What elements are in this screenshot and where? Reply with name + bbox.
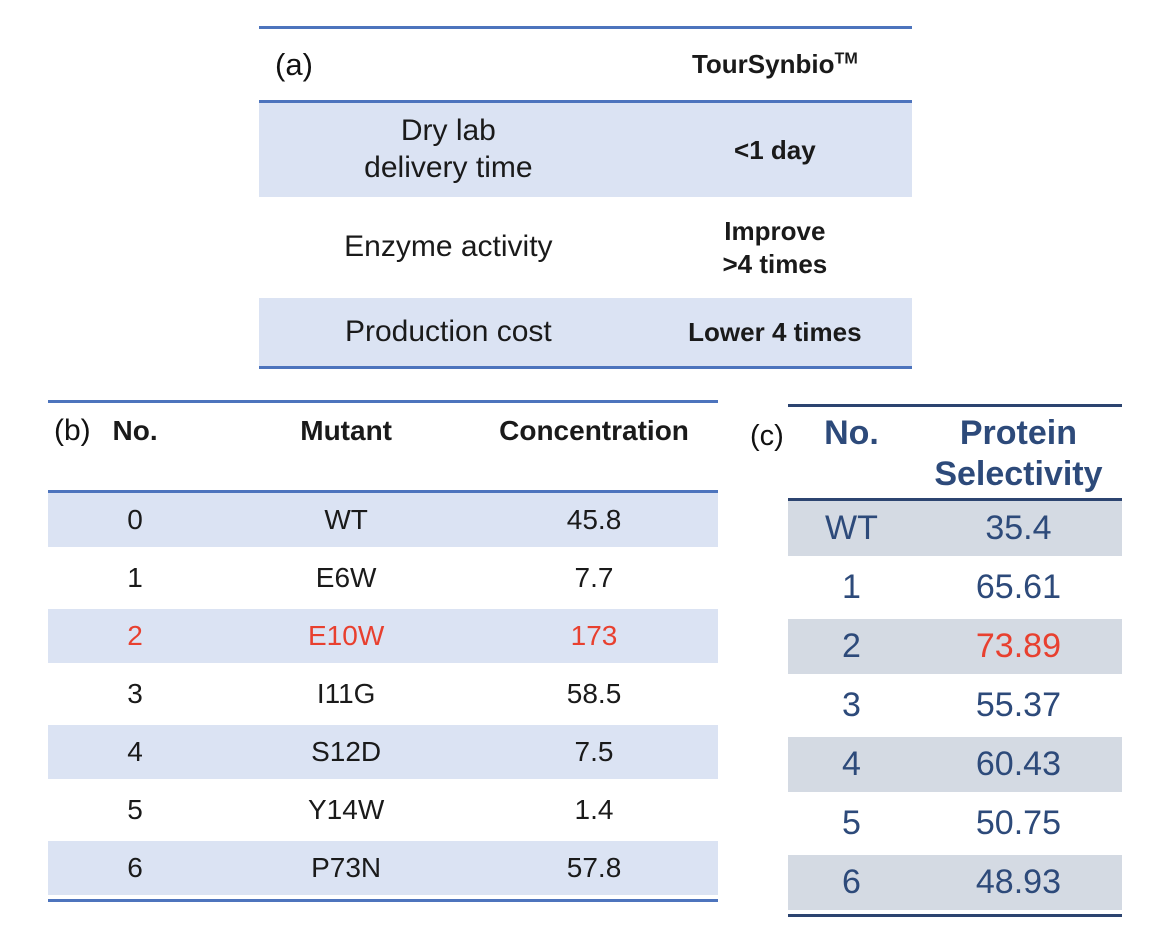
table-row: 0 WT 45.8 xyxy=(48,493,718,551)
cell-concentration: 7.7 xyxy=(574,562,614,593)
cell-concentration: 1.4 xyxy=(574,794,614,825)
value-line: Lower 4 times xyxy=(688,316,862,347)
value-line: <1 day xyxy=(734,134,816,165)
divider xyxy=(259,366,912,369)
table-row: Production cost Lower 4 times xyxy=(259,298,912,366)
cell-no: 5 xyxy=(841,804,861,842)
cell-concentration: 173 xyxy=(570,620,618,651)
value-line: Improve xyxy=(724,216,826,246)
feature-cell: Production cost xyxy=(259,314,638,351)
cell-mutant: P73N xyxy=(311,852,382,883)
panel-label-a: (a) xyxy=(275,46,313,82)
feature-cell: Enzyme activity xyxy=(259,229,638,266)
table-b-header: (b) No. Mutant Concentration xyxy=(48,403,718,490)
table-row: 4 60.43 xyxy=(788,737,1122,796)
cell-no: 4 xyxy=(841,745,861,783)
divider xyxy=(48,899,718,902)
cell-no: 4 xyxy=(127,736,143,767)
cell-concentration: 58.5 xyxy=(566,678,622,709)
column-header-mutant: Mutant xyxy=(300,415,393,446)
divider xyxy=(48,490,718,493)
table-a-toursynbio: (a) TourSynbioTM Dry lab delivery time <… xyxy=(259,26,912,369)
table-row: 6 48.93 xyxy=(788,855,1122,914)
value-cell: <1 day xyxy=(638,134,912,167)
column-header-protein-selectivity: Protein Selectivity xyxy=(915,413,1122,498)
feature-cell: Dry lab delivery time xyxy=(259,113,638,186)
table-row: 3 55.37 xyxy=(788,678,1122,737)
column-header-no: No. xyxy=(112,415,158,446)
value-cell: Lower 4 times xyxy=(638,316,912,349)
cell-selectivity: 60.43 xyxy=(975,745,1061,783)
cell-selectivity: 35.4 xyxy=(985,509,1052,547)
cell-no: 5 xyxy=(127,794,143,825)
column-header-line: Protein xyxy=(959,414,1077,452)
table-c-protein-selectivity: (c) No. Protein Selectivity WT 35.4 1 65… xyxy=(750,404,1122,917)
cell-no: 3 xyxy=(841,686,861,724)
cell-no: 6 xyxy=(841,863,861,901)
cell-concentration: 45.8 xyxy=(566,504,622,535)
cell-selectivity: 48.93 xyxy=(975,863,1061,901)
table-row: 1 E6W 7.7 xyxy=(48,551,718,609)
table-row-highlighted: 2 E10W 173 xyxy=(48,609,718,667)
cell-selectivity: 73.89 xyxy=(975,627,1061,665)
trademark-sup: TM xyxy=(834,49,858,68)
cell-mutant: Y14W xyxy=(308,794,385,825)
table-b-mutant-concentration: (b) No. Mutant Concentration 0 WT 45.8 1… xyxy=(48,400,718,902)
value-cell: Improve >4 times xyxy=(638,215,912,280)
divider xyxy=(259,100,912,103)
column-header-concentration: Concentration xyxy=(499,415,689,446)
divider xyxy=(48,400,718,403)
cell-mutant: E6W xyxy=(315,562,377,593)
table-row: 5 50.75 xyxy=(788,796,1122,855)
panel-label-b: (b) xyxy=(54,414,91,447)
cell-no: 3 xyxy=(127,678,143,709)
cell-concentration: 7.5 xyxy=(574,736,614,767)
cell-no: WT xyxy=(825,509,878,547)
cell-mutant: WT xyxy=(324,504,368,535)
panel-label-c: (c) xyxy=(750,420,784,452)
table-row: 5 Y14W 1.4 xyxy=(48,783,718,841)
table-row: 3 I11G 58.5 xyxy=(48,667,718,725)
cell-selectivity: 65.61 xyxy=(975,568,1061,606)
cell-mutant: I11G xyxy=(316,678,376,709)
feature-line: delivery time xyxy=(364,151,533,184)
cell-mutant: S12D xyxy=(311,736,382,767)
table-row: 1 65.61 xyxy=(788,560,1122,619)
feature-line: Dry lab xyxy=(400,114,496,148)
table-row: WT 35.4 xyxy=(788,501,1122,560)
table-a-header: (a) TourSynbioTM xyxy=(259,29,912,100)
cell-concentration: 57.8 xyxy=(566,852,622,883)
column-header-line: Selectivity xyxy=(934,455,1103,494)
table-row-highlighted: 2 73.89 xyxy=(788,619,1122,678)
feature-line: Enzyme activity xyxy=(344,230,553,264)
divider xyxy=(788,404,1122,407)
cell-selectivity: 55.37 xyxy=(975,686,1061,724)
cell-selectivity: 50.75 xyxy=(975,804,1061,842)
divider xyxy=(788,914,1122,917)
cell-no: 2 xyxy=(127,620,143,651)
brand-text: TourSynbio xyxy=(691,49,835,79)
divider xyxy=(259,26,912,29)
cell-no: 2 xyxy=(841,627,861,665)
cell-no: 1 xyxy=(127,562,143,593)
column-header-no: No. xyxy=(824,414,879,452)
cell-no: 6 xyxy=(127,852,143,883)
value-line: >4 times xyxy=(722,248,828,279)
divider xyxy=(788,498,1122,501)
cell-mutant: E10W xyxy=(308,620,385,651)
table-row: Dry lab delivery time <1 day xyxy=(259,103,912,197)
table-row: 6 P73N 57.8 xyxy=(48,841,718,899)
table-c-header: (c) No. Protein Selectivity xyxy=(750,407,1122,498)
brand-name: TourSynbioTM xyxy=(638,49,912,80)
feature-line: Production cost xyxy=(344,314,552,348)
table-row: Enzyme activity Improve >4 times xyxy=(259,197,912,298)
table-row: 4 S12D 7.5 xyxy=(48,725,718,783)
cell-no: 1 xyxy=(841,568,861,606)
cell-no: 0 xyxy=(127,504,143,535)
